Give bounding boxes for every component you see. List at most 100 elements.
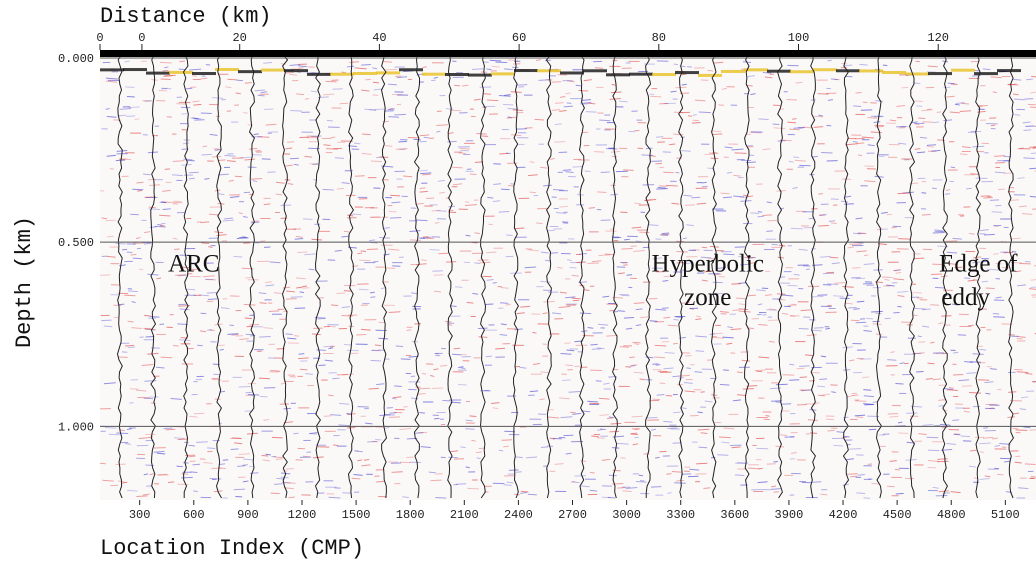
texture-streak bbox=[624, 238, 630, 241]
x-tick-label: 1800 bbox=[396, 508, 425, 522]
texture-streak bbox=[721, 441, 730, 444]
texture-streak bbox=[680, 407, 687, 409]
texture-streak bbox=[886, 284, 895, 287]
texture-streak bbox=[863, 263, 875, 266]
texture-streak bbox=[610, 422, 622, 425]
texture-streak bbox=[672, 342, 678, 345]
texture-streak bbox=[700, 256, 712, 259]
texture-streak bbox=[977, 110, 986, 113]
texture-streak bbox=[529, 161, 535, 164]
trace bbox=[545, 56, 552, 499]
x-tick-label: 1200 bbox=[288, 508, 317, 522]
texture-streak bbox=[540, 166, 548, 169]
texture-streak bbox=[855, 321, 867, 324]
texture-streak bbox=[958, 379, 970, 382]
texture-streak bbox=[465, 428, 475, 430]
texture-streak bbox=[723, 156, 729, 159]
texture-streak bbox=[275, 193, 283, 196]
texture-streak bbox=[360, 250, 366, 252]
texture-streak bbox=[634, 343, 640, 345]
texture-streak bbox=[723, 253, 735, 256]
texture-streak bbox=[645, 356, 654, 359]
texture-streak bbox=[563, 105, 573, 108]
texture-streak bbox=[701, 246, 708, 249]
texture-streak bbox=[819, 378, 828, 380]
texture-streak bbox=[378, 337, 388, 340]
texture-streak bbox=[773, 460, 779, 463]
texture-streak bbox=[368, 239, 376, 242]
texture-streak bbox=[103, 382, 116, 385]
texture-band bbox=[146, 71, 170, 75]
texture-streak bbox=[735, 297, 747, 300]
texture-streak bbox=[141, 364, 154, 366]
texture-streak bbox=[466, 301, 474, 304]
texture-streak bbox=[434, 222, 440, 224]
texture-streak bbox=[357, 459, 362, 462]
texture-streak bbox=[238, 385, 251, 388]
texture-streak bbox=[242, 215, 248, 218]
texture-streak bbox=[873, 121, 881, 124]
texture-streak bbox=[431, 387, 444, 390]
texture-streak bbox=[475, 451, 482, 454]
trace bbox=[314, 56, 322, 499]
texture-streak bbox=[206, 292, 218, 294]
texture-streak bbox=[449, 450, 458, 453]
texture-streak bbox=[952, 237, 962, 240]
texture-streak bbox=[507, 116, 513, 119]
texture-streak bbox=[1023, 426, 1031, 429]
texture-streak bbox=[474, 232, 481, 235]
texture-streak bbox=[875, 312, 882, 315]
texture-streak bbox=[583, 102, 592, 104]
texture-streak bbox=[828, 220, 836, 222]
texture-streak bbox=[449, 109, 462, 112]
texture-streak bbox=[452, 166, 463, 169]
texture-streak bbox=[305, 373, 313, 375]
texture-streak bbox=[870, 131, 882, 134]
texture-streak bbox=[390, 194, 401, 197]
texture-streak bbox=[547, 229, 555, 232]
texture-streak bbox=[209, 478, 222, 480]
texture-streak bbox=[599, 119, 611, 122]
texture-streak bbox=[421, 259, 427, 262]
texture-streak bbox=[579, 252, 587, 255]
texture-streak bbox=[762, 214, 773, 217]
texture-streak bbox=[372, 349, 381, 352]
texture-streak bbox=[917, 335, 922, 338]
texture-streak bbox=[890, 351, 895, 353]
texture-band bbox=[721, 69, 745, 73]
texture-streak bbox=[672, 411, 681, 414]
texture-streak bbox=[601, 458, 611, 461]
texture-streak bbox=[681, 83, 687, 86]
texture-streak bbox=[651, 428, 656, 431]
texture-streak bbox=[385, 68, 398, 71]
texture-streak bbox=[370, 296, 376, 298]
texture-streak bbox=[926, 144, 937, 146]
texture-streak bbox=[376, 480, 385, 483]
texture-streak bbox=[704, 400, 713, 403]
texture-streak bbox=[623, 264, 628, 266]
texture-streak bbox=[368, 109, 376, 112]
texture-streak bbox=[295, 277, 307, 280]
texture-streak bbox=[235, 92, 241, 95]
texture-streak bbox=[736, 462, 749, 464]
texture-streak bbox=[202, 145, 208, 148]
texture-streak bbox=[257, 136, 270, 138]
texture-streak bbox=[430, 375, 435, 377]
texture-streak bbox=[1023, 129, 1032, 131]
texture-streak bbox=[249, 394, 255, 397]
texture-streak bbox=[889, 460, 897, 462]
texture-streak bbox=[1030, 279, 1036, 281]
trace bbox=[380, 56, 388, 499]
texture-streak bbox=[200, 330, 207, 333]
texture-streak bbox=[812, 155, 818, 158]
texture-streak bbox=[773, 127, 786, 130]
trace bbox=[942, 56, 948, 499]
texture-streak bbox=[889, 415, 899, 418]
texture-streak bbox=[950, 166, 956, 169]
texture-streak bbox=[565, 92, 571, 95]
texture-streak bbox=[817, 93, 829, 95]
texture-streak bbox=[493, 183, 502, 185]
texture-streak bbox=[130, 253, 137, 256]
texture-streak bbox=[981, 280, 989, 283]
texture-streak bbox=[663, 367, 674, 370]
